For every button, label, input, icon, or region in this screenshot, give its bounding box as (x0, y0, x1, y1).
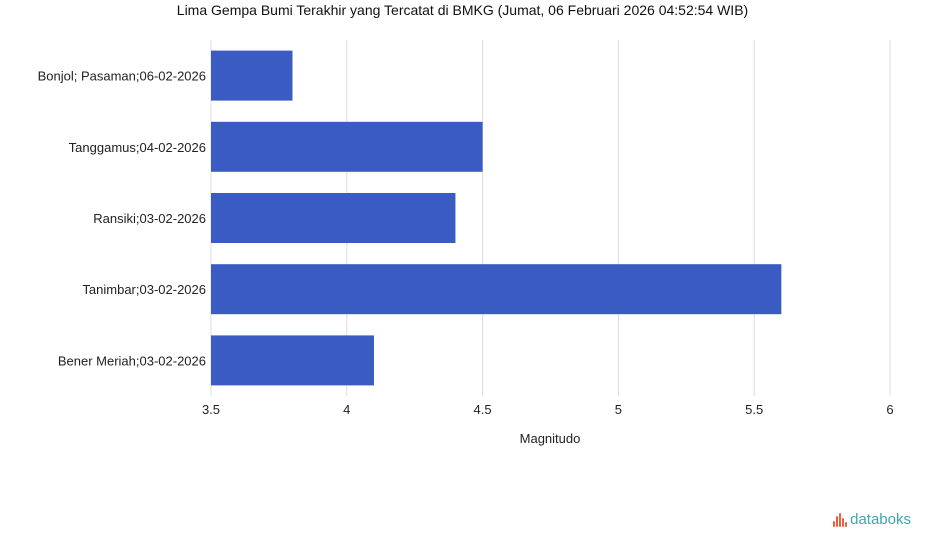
bar[interactable] (211, 50, 293, 101)
category-label: Bener Meriah;03-02-2026 (58, 353, 206, 368)
databoks-logo[interactable]: databoks (833, 511, 911, 528)
x-tick-label: 5 (615, 402, 622, 417)
x-tick-label: 4 (343, 402, 350, 417)
category-label: Ransiki;03-02-2026 (93, 211, 206, 226)
category-label: Bonjol; Pasaman;06-02-2026 (38, 69, 206, 84)
bar[interactable] (211, 264, 782, 315)
x-axis-label: Magnitudo (520, 431, 581, 446)
category-label: Tanimbar;03-02-2026 (82, 282, 206, 297)
chart-title: Lima Gempa Bumi Terakhir yang Tercatat d… (176, 2, 749, 18)
bar[interactable] (211, 121, 483, 172)
x-tick-label: 3.5 (202, 402, 220, 417)
bar[interactable] (211, 335, 374, 386)
bars-logo-icon (833, 512, 848, 527)
bar[interactable] (211, 193, 456, 243)
x-tick-label: 4.5 (474, 402, 492, 417)
category-label: Tanggamus;04-02-2026 (69, 140, 206, 155)
x-tick-label: 6 (886, 402, 893, 417)
brand-text: databoks (850, 511, 911, 528)
x-tick-label: 5.5 (745, 402, 763, 417)
bars (211, 50, 782, 386)
category-labels: Bonjol; Pasaman;06-02-2026 Tanggamus;04-0… (38, 69, 206, 369)
x-tick-labels: 3.5 4 4.5 5 5.5 6 (202, 402, 894, 417)
